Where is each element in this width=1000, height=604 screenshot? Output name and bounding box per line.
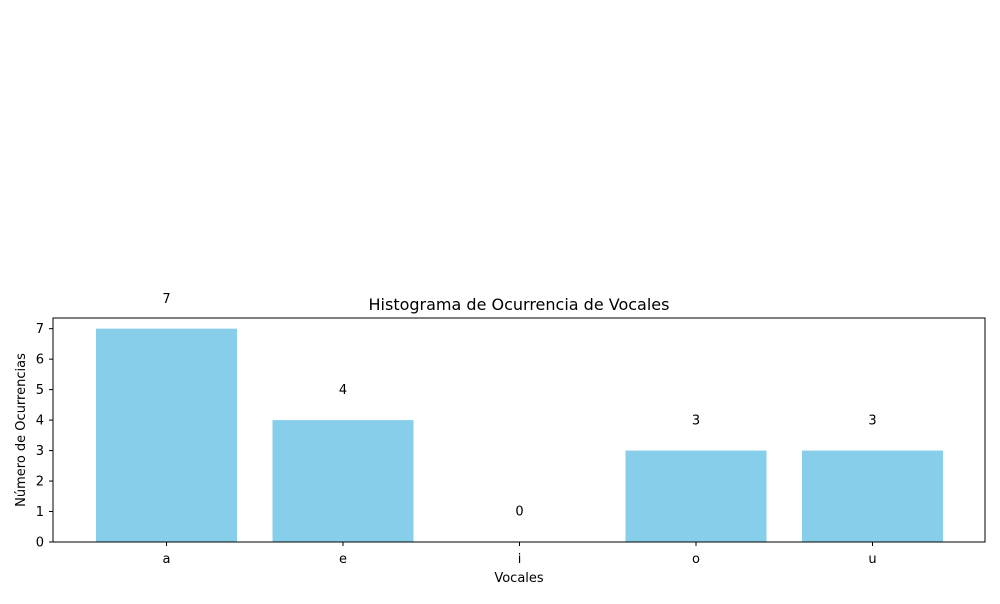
data-label: 7: [162, 292, 170, 307]
y-tick-label: 4: [36, 414, 44, 429]
x-tick-label: i: [518, 552, 522, 567]
bar-a: [96, 328, 237, 542]
y-tick-label: 6: [36, 353, 44, 368]
chart-title: Histograma de Ocurrencia de Vocales: [369, 295, 670, 314]
y-axis-ticks: 0 1 2 3 4 5 6 7: [36, 322, 53, 551]
data-labels: 7 4 0 3 3: [162, 292, 876, 520]
y-axis-label: Número de Ocurrencias: [14, 353, 29, 507]
y-tick-label: 0: [36, 536, 44, 551]
x-tick-label: a: [163, 552, 171, 567]
x-tick-label: o: [692, 552, 700, 567]
bar-e: [272, 420, 414, 542]
data-label: 3: [868, 413, 876, 428]
data-label: 0: [515, 505, 523, 520]
bar-u: [802, 450, 943, 542]
x-tick-label: u: [868, 552, 876, 567]
y-tick-label: 7: [36, 322, 44, 337]
bars: [96, 328, 943, 542]
data-label: 3: [692, 413, 700, 428]
y-tick-label: 5: [36, 383, 44, 398]
y-tick-label: 3: [36, 444, 44, 459]
y-tick-label: 2: [36, 475, 44, 490]
x-axis-label: Vocales: [494, 571, 544, 586]
bar-o: [625, 450, 767, 542]
x-tick-label: e: [339, 552, 347, 567]
y-tick-label: 1: [36, 505, 44, 520]
data-label: 4: [339, 383, 347, 398]
